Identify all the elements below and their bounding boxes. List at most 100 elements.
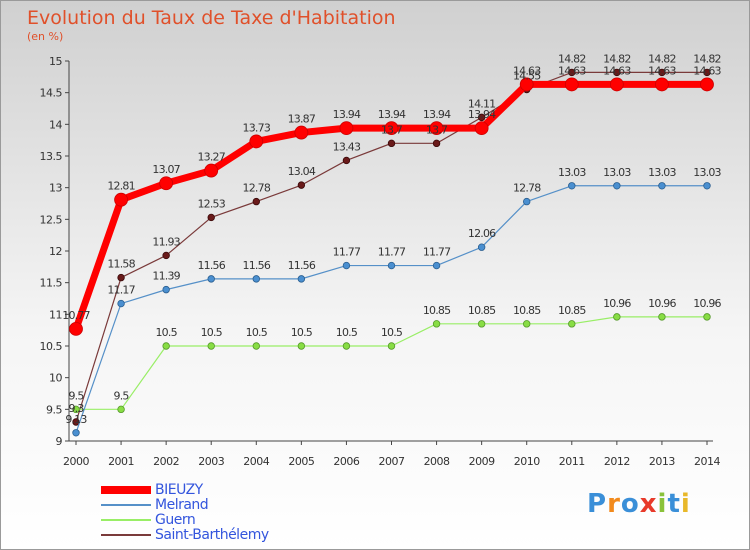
data-point-bieuzy (609, 77, 624, 92)
x-tick-label: 2005 (288, 455, 314, 468)
y-tick-label: 12 (49, 245, 62, 258)
proxiti-logo: Proxiti (587, 489, 691, 519)
data-label-saint-barthelemy: 13.04 (288, 165, 316, 178)
data-point-saint-barthelemy (477, 113, 486, 122)
data-label-guern: 10.5 (246, 326, 268, 339)
data-label-melrand: 13.03 (558, 166, 586, 179)
data-point-saint-barthelemy (658, 68, 666, 77)
logo-letter: x (639, 489, 658, 519)
chart-legend: BIEUZY Melrand Guern Saint-Barthélemy (101, 482, 341, 543)
data-label-melrand: 11.77 (333, 246, 361, 259)
data-point-guern (523, 320, 531, 328)
logo-letter: i (657, 489, 668, 519)
y-tick-label: 9.5 (46, 403, 62, 416)
legend-swatch (101, 486, 151, 494)
data-label-melrand: 11.56 (197, 259, 225, 272)
data-label-guern: 10.5 (336, 326, 358, 339)
y-tick-label: 14.5 (40, 87, 63, 100)
data-label-bieuzy: 13.94 (333, 108, 361, 121)
data-label-saint-barthelemy: 12.78 (243, 182, 271, 195)
x-tick-label: 2003 (198, 455, 224, 468)
data-point-bieuzy (69, 321, 83, 336)
data-point-bieuzy (429, 121, 444, 136)
x-tick-label: 2012 (604, 455, 630, 468)
data-point-saint-barthelemy (252, 197, 260, 206)
data-point-melrand (703, 182, 711, 190)
data-point-melrand (162, 285, 170, 294)
data-label-bieuzy: 13.94 (378, 108, 406, 121)
legend-label: Saint-Barthélemy (155, 527, 269, 543)
data-label-bieuzy: 14.63 (648, 64, 676, 77)
data-point-melrand (432, 261, 441, 270)
data-point-saint-barthelemy (613, 68, 621, 77)
data-label-melrand: 13.03 (693, 166, 721, 179)
data-point-bieuzy (700, 77, 714, 92)
data-label-melrand: 13.03 (648, 166, 676, 179)
data-point-guern (72, 405, 80, 414)
y-tick-label: 10 (49, 372, 62, 385)
data-point-bieuzy (474, 121, 489, 136)
data-point-bieuzy (564, 77, 579, 92)
data-label-melrand: 11.56 (243, 259, 271, 272)
y-tick-label: 14 (49, 118, 62, 131)
data-label-melrand: 11.56 (288, 259, 316, 272)
x-tick-label: 2000 (63, 455, 89, 468)
data-point-bieuzy (519, 77, 534, 92)
x-tick-label: 2009 (469, 455, 495, 468)
x-tick-label: 2011 (559, 455, 585, 468)
data-point-melrand (523, 197, 531, 206)
data-point-guern (297, 342, 306, 350)
data-point-melrand (72, 429, 80, 437)
y-tick-label: 10.5 (40, 340, 63, 353)
data-label-saint-barthelemy: 14.82 (603, 52, 631, 65)
data-label-melrand: 11.77 (423, 246, 451, 259)
data-point-melrand (658, 182, 666, 190)
data-point-guern (703, 313, 711, 321)
data-label-guern: 10.5 (201, 326, 223, 339)
data-label-bieuzy: 13.73 (243, 121, 271, 134)
data-label-bieuzy: 10.77 (62, 309, 90, 322)
x-tick-label: 2001 (108, 455, 134, 468)
data-point-melrand (252, 275, 260, 283)
data-point-bieuzy (339, 121, 354, 136)
y-tick-label: 13.5 (40, 150, 63, 163)
x-tick-label: 2013 (649, 455, 675, 468)
data-label-saint-barthelemy: 14.55 (513, 70, 541, 83)
data-label-melrand: 12.78 (513, 182, 541, 195)
data-point-melrand (477, 243, 486, 251)
data-point-melrand (117, 299, 125, 308)
legend-swatch (101, 504, 151, 506)
data-label-melrand: 11.17 (107, 284, 135, 297)
data-label-bieuzy: 14.63 (603, 64, 631, 77)
x-tick-label: 2004 (243, 455, 269, 468)
logo-letter: t (667, 489, 681, 519)
legend-label: Guern (155, 512, 196, 528)
data-point-saint-barthelemy (387, 139, 396, 148)
data-label-guern: 10.96 (693, 297, 721, 310)
y-tick-label: 9 (56, 435, 63, 448)
data-point-saint-barthelemy (568, 68, 576, 77)
legend-item-melrand: Melrand (101, 497, 341, 513)
data-label-guern: 10.96 (603, 297, 631, 310)
data-point-melrand (342, 261, 351, 270)
data-label-bieuzy: 13.87 (288, 113, 316, 126)
data-point-guern (162, 342, 170, 350)
data-point-guern (568, 320, 576, 328)
data-point-melrand (613, 182, 621, 190)
data-label-guern: 10.5 (381, 326, 403, 339)
data-point-bieuzy (294, 125, 309, 140)
data-label-guern: 10.5 (291, 326, 313, 339)
data-label-bieuzy: 12.81 (107, 180, 135, 193)
data-label-guern: 10.96 (648, 297, 676, 310)
data-point-bieuzy (114, 192, 128, 207)
logo-letter: P (587, 489, 608, 519)
data-label-saint-barthelemy: 12.53 (197, 197, 225, 210)
x-tick-label: 2007 (379, 455, 405, 468)
y-tick-label: 12.5 (40, 213, 63, 226)
data-point-saint-barthelemy (162, 251, 170, 260)
data-label-saint-barthelemy: 9.3 (68, 402, 84, 415)
data-label-guern: 10.85 (513, 304, 541, 317)
data-label-melrand: 13.03 (603, 166, 631, 179)
logo-letter: i (680, 489, 691, 519)
data-point-guern (613, 313, 621, 321)
